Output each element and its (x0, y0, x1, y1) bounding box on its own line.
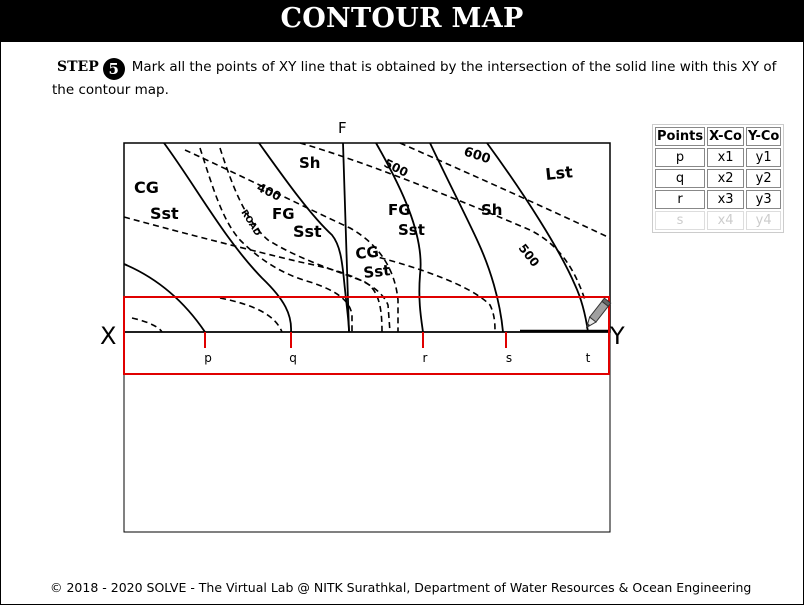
solid-line-q (163, 142, 292, 333)
label-sst: Sst (150, 204, 179, 223)
contour-mid2 (219, 147, 383, 333)
point-labels: p q r s t (204, 351, 590, 365)
solid-line-t (486, 142, 589, 333)
cell-y: y2 (745, 169, 782, 188)
points-table-header: Points X-Co Y-Co (655, 127, 782, 146)
cell-y: y4 (745, 211, 782, 230)
cell-y: y1 (745, 148, 782, 167)
cell-x: x2 (707, 169, 744, 188)
contour-mid (199, 147, 353, 332)
label-600: 600 (462, 145, 492, 168)
contour-corner (131, 317, 163, 333)
label-sh-2: Sh (481, 201, 502, 219)
header-x-co: X-Co (707, 127, 744, 146)
instruction-text: Mark all the points of XY line that is o… (52, 59, 777, 98)
header-y-co: Y-Co (745, 127, 782, 146)
solid-line-r (375, 142, 424, 333)
cell-x: x1 (707, 148, 744, 167)
contour-corner2 (219, 297, 283, 333)
section-box (123, 331, 611, 533)
contour-right (369, 254, 496, 333)
points-table: Points X-Co Y-Co p x1 y1 q x2 y2 r x3 y3… (652, 124, 785, 233)
cell-point: r (655, 190, 706, 209)
table-row: r x3 y3 (655, 190, 782, 209)
point-ticks (204, 332, 507, 348)
contour-600 (399, 142, 611, 239)
title-bar: CONTOUR MAP (0, 0, 804, 42)
point-label-t: t (586, 351, 591, 365)
label-sh-1: Sh (299, 154, 320, 172)
cell-point: p (655, 148, 706, 167)
solid-line-fault (258, 142, 350, 333)
contour-400 (184, 149, 399, 332)
solid-line-s (429, 142, 504, 333)
table-row: p x1 y1 (655, 148, 782, 167)
label-500-2: 500 (516, 241, 542, 269)
point-label-s: s (506, 351, 512, 365)
formation-labels: CG Sst 400 ROAD FG Sst Sh 500 600 Lst FG… (134, 145, 574, 282)
cell-x: x4 (707, 211, 744, 230)
selection-highlight (123, 296, 610, 375)
cell-y: y3 (745, 190, 782, 209)
point-label-r: r (423, 351, 428, 365)
contour-500 (299, 142, 586, 301)
instruction: STEP 5 Mark all the points of XY line that… (52, 57, 792, 100)
label-x: X (100, 322, 116, 350)
label-sst-4: Sst (363, 261, 392, 282)
cell-point: q (655, 169, 706, 188)
label-f: F (338, 119, 347, 137)
step-number-badge: 5 (102, 58, 125, 80)
solid-line-p (123, 263, 206, 333)
label-cg: CG (134, 178, 159, 197)
label-400: 400 (255, 180, 284, 204)
solid-boundary-lines (123, 142, 589, 333)
map-boundary (123, 142, 611, 333)
contour-lower (123, 216, 391, 333)
dashed-contour-lines (123, 142, 611, 333)
cell-x: x3 (707, 190, 744, 209)
pencil-icon[interactable] (583, 297, 612, 330)
header-points: Points (655, 127, 706, 146)
table-row: s x4 y4 (655, 211, 782, 230)
cell-point: s (655, 211, 706, 230)
label-y: Y (609, 322, 625, 350)
label-fg-2: FG (388, 201, 411, 219)
step-label: STEP (57, 59, 99, 75)
point-label-q: q (289, 351, 297, 365)
label-sst-3: Sst (398, 221, 425, 239)
solid-line-f (342, 142, 350, 333)
page-title: CONTOUR MAP (280, 3, 524, 34)
table-row: q x2 y2 (655, 169, 782, 188)
label-lst: Lst (544, 162, 574, 184)
footer-text: © 2018 - 2020 SOLVE - The Virtual Lab @ … (50, 580, 752, 595)
label-sst-2: Sst (293, 222, 322, 241)
label-fg-1: FG (272, 205, 295, 223)
label-cg-2: CG (355, 243, 380, 263)
point-label-p: p (204, 351, 212, 365)
label-road: ROAD (238, 208, 262, 238)
